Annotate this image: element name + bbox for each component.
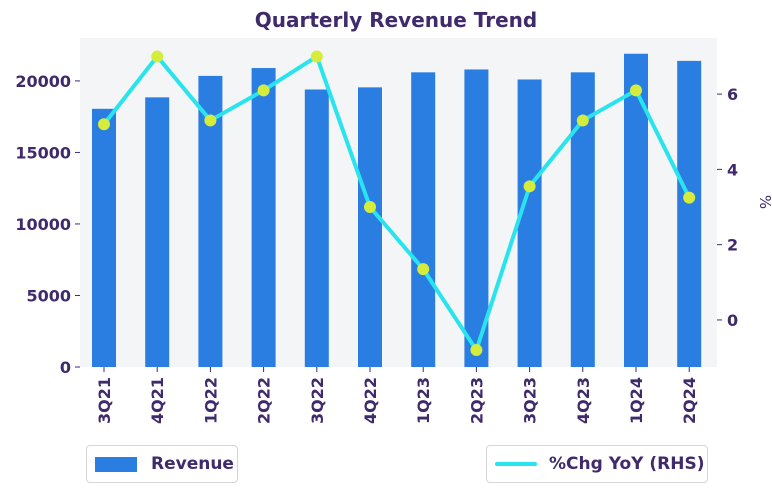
legend-revenue: Revenue: [86, 445, 238, 483]
legend-revenue-swatch: [95, 456, 137, 472]
legend-revenue-label: Revenue: [151, 454, 234, 474]
yoy-point-2q23: [470, 344, 483, 357]
left-tick-label: 10000: [15, 215, 71, 234]
bar-2q23: [464, 69, 489, 367]
x-tick-label-3q21: 3Q21: [95, 377, 114, 424]
yoy-point-2q22: [257, 84, 270, 97]
yoy-point-4q23: [576, 114, 589, 127]
x-tick-label-1q24: 1Q24: [627, 377, 646, 424]
yoy-point-4q22: [364, 201, 376, 214]
bar-3q21: [92, 108, 116, 367]
bar-3q22: [304, 89, 329, 367]
x-tick-label-1q22: 1Q22: [201, 377, 220, 424]
yoy-point-1q23: [417, 263, 430, 276]
right-axis-label: %: [756, 195, 772, 209]
x-tick-label-4q23: 4Q23: [574, 377, 593, 424]
left-tick-label: 20000: [15, 72, 71, 91]
left-tick-label: 5000: [26, 286, 71, 305]
chart-title: Quarterly Revenue Trend: [255, 8, 537, 32]
yoy-point-1q22: [204, 114, 217, 127]
legend-yoy-label: %Chg YoY (RHS): [549, 454, 705, 474]
x-tick-label-4q22: 4Q22: [361, 377, 380, 424]
bar-3q23: [517, 79, 542, 367]
x-tick-label-3q22: 3Q22: [308, 377, 327, 424]
yoy-line: [102, 54, 692, 353]
bar-4q21: [145, 97, 170, 368]
legend-yoy: %Chg YoY (RHS): [486, 445, 708, 483]
yoy-line-layer: [98, 50, 696, 357]
yoy-point-4q21: [151, 50, 164, 63]
revenue-bars: [92, 53, 702, 368]
yoy-point-3q23: [523, 180, 536, 193]
legend-yoy-swatch: [495, 462, 537, 466]
x-tick-label-2q23: 2Q23: [467, 377, 486, 424]
right-tick-label: 2: [727, 236, 738, 255]
yoy-point-3q22: [310, 50, 323, 63]
bar-1q23: [411, 72, 436, 367]
yoy-point-3q21: [98, 118, 110, 131]
right-axis-ticks: 0 2 4 6: [717, 85, 738, 330]
x-axis-ticks: 3Q21 4Q21 1Q22 2Q22 3Q22 4Q22 1Q23 2Q23 3Q23 4Q23…: [95, 367, 699, 424]
x-tick-label-3q23: 3Q23: [521, 377, 540, 424]
yoy-point-2q24: [683, 191, 696, 204]
x-tick-label-2q22: 2Q22: [255, 377, 274, 424]
left-tick-label: 15000: [15, 143, 71, 162]
x-tick-label-2q24: 2Q24: [680, 377, 699, 424]
x-tick-label-4q21: 4Q21: [148, 377, 167, 424]
plot-area: [80, 38, 717, 367]
right-tick-label: 6: [727, 85, 738, 104]
bar-2q24: [677, 60, 702, 367]
bar-4q22: [358, 87, 382, 367]
left-axis-ticks: 0 5000 10000 15000 20000: [15, 72, 80, 377]
bar-1q24: [624, 53, 648, 368]
bar-2q22: [251, 68, 276, 368]
right-tick-label: 0: [727, 311, 738, 330]
right-tick-label: 4: [727, 160, 738, 179]
yoy-point-1q24: [630, 84, 642, 97]
x-tick-label-1q23: 1Q23: [414, 377, 433, 424]
left-tick-label: 0: [60, 358, 71, 377]
